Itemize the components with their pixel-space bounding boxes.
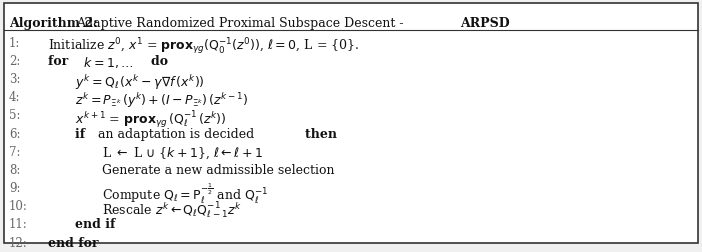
- Text: 2:: 2:: [9, 55, 20, 68]
- Text: then: then: [305, 127, 342, 140]
- Text: 5:: 5:: [9, 109, 20, 122]
- Text: an adaptation is decided: an adaptation is decided: [93, 127, 258, 140]
- Text: $z^k = P_{\Xi^k}\,(y^k) + (I - P_{\Xi^k})\,(z^{k-1})$: $z^k = P_{\Xi^k}\,(y^k) + (I - P_{\Xi^k}…: [75, 91, 249, 110]
- Text: Algorithm 2:: Algorithm 2:: [9, 17, 98, 30]
- Text: Generate a new admissible selection: Generate a new admissible selection: [102, 163, 334, 176]
- Text: 3:: 3:: [9, 73, 20, 86]
- Text: L $\leftarrow$ L $\cup$ {$k+1$}, $\ell \leftarrow \ell + 1$: L $\leftarrow$ L $\cup$ {$k+1$}, $\ell \…: [102, 145, 263, 161]
- Text: 6:: 6:: [9, 127, 20, 140]
- Text: Initialize $z^0$, $x^1$ = $\mathbf{prox}_{\gamma g}(\mathrm{Q}_0^{-1}(z^0))$, $\: Initialize $z^0$, $x^1$ = $\mathbf{prox}…: [48, 37, 359, 57]
- Text: ARPSD: ARPSD: [460, 17, 509, 30]
- Text: 10:: 10:: [9, 199, 28, 212]
- Text: $x^{k+1}$ = $\mathbf{prox}_{\gamma g}\,(\mathrm{Q}_\ell^{-1}\,(z^k))$: $x^{k+1}$ = $\mathbf{prox}_{\gamma g}\,(…: [75, 109, 227, 129]
- Text: end if: end if: [75, 217, 120, 230]
- Text: $k = 1, \ldots$: $k = 1, \ldots$: [80, 55, 135, 70]
- Text: for: for: [48, 55, 73, 68]
- Text: 4:: 4:: [9, 91, 20, 104]
- Text: Rescale $z^k \leftarrow \mathrm{Q}_\ell\mathrm{Q}_{\ell-1}^{-1}z^k$: Rescale $z^k \leftarrow \mathrm{Q}_\ell\…: [102, 199, 241, 219]
- Text: do: do: [152, 55, 173, 68]
- Text: if: if: [75, 127, 89, 140]
- Text: 8:: 8:: [9, 163, 20, 176]
- Text: 12:: 12:: [9, 236, 28, 248]
- FancyBboxPatch shape: [4, 4, 698, 243]
- Text: 1:: 1:: [9, 37, 20, 50]
- Text: 9:: 9:: [9, 181, 20, 194]
- Text: 11:: 11:: [9, 217, 28, 230]
- Text: $y^k = \mathrm{Q}_\ell\,(x^k - \gamma \nabla f\,(x^k))$: $y^k = \mathrm{Q}_\ell\,(x^k - \gamma \n…: [75, 73, 205, 92]
- Text: Adaptive Randomized Proximal Subspace Descent -: Adaptive Randomized Proximal Subspace De…: [77, 17, 408, 30]
- Text: end for: end for: [48, 236, 103, 248]
- Text: 7:: 7:: [9, 145, 20, 158]
- Text: Compute $\mathrm{Q}_\ell = \mathrm{P}_\ell^{-\frac{1}{2}}$ and $\mathrm{Q}_\ell^: Compute $\mathrm{Q}_\ell = \mathrm{P}_\e…: [102, 181, 268, 205]
